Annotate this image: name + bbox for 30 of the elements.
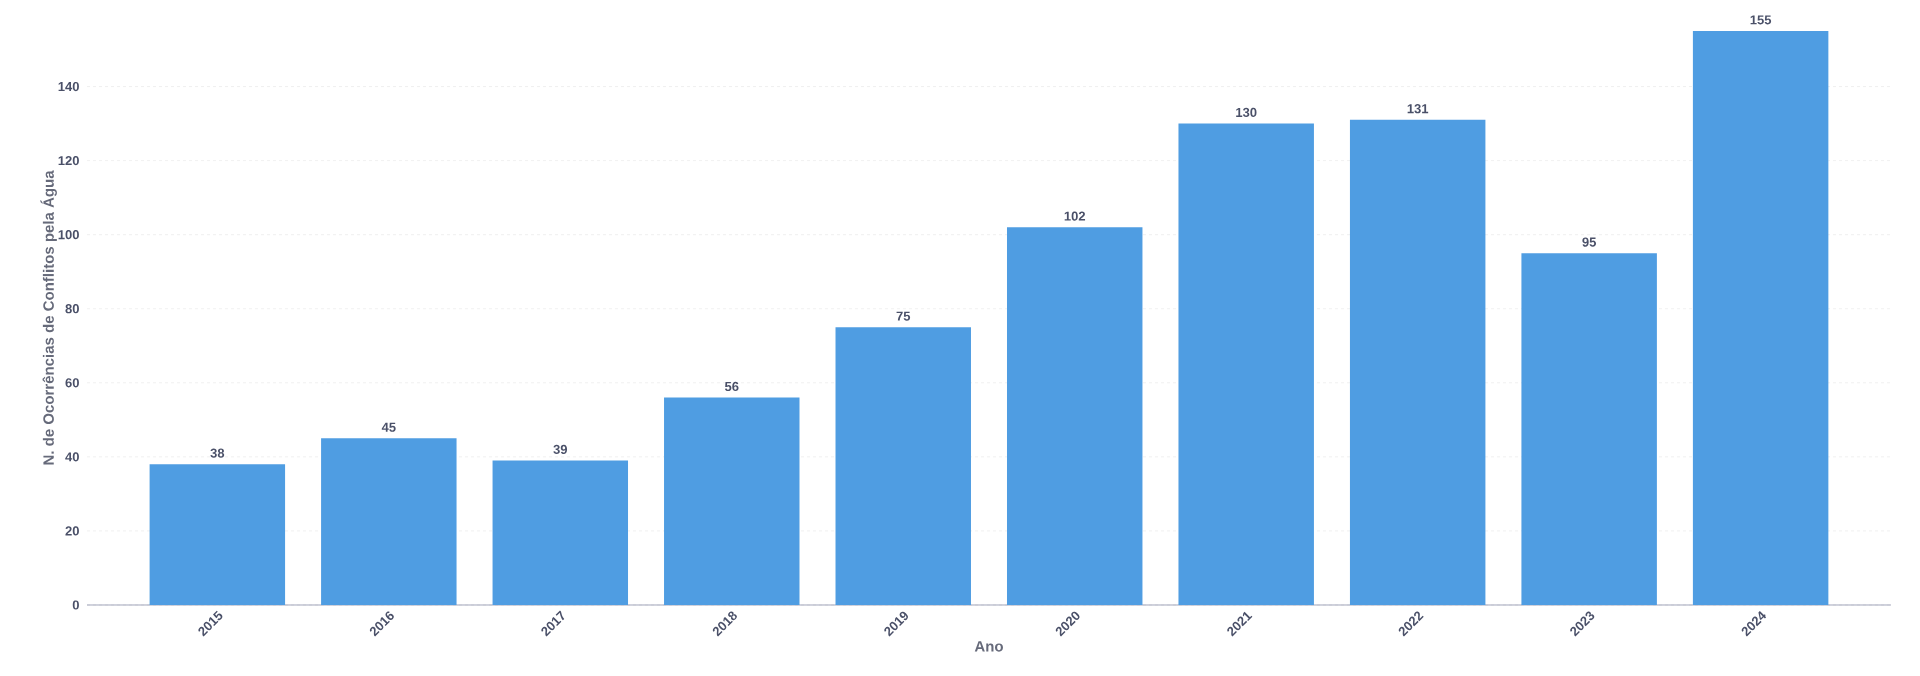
data-label: 39	[553, 444, 568, 455]
data-label: 75	[896, 311, 911, 321]
y-tick-label: 60	[65, 378, 79, 388]
y-tick-label: 0	[72, 600, 79, 610]
bar	[835, 327, 971, 605]
bar	[1521, 253, 1657, 605]
data-label: 56	[724, 381, 739, 392]
y-tick-label: 120	[58, 156, 79, 166]
data-label: 95	[1582, 237, 1597, 247]
bar	[1692, 30, 1829, 605]
y-tick-label: 40	[65, 452, 79, 462]
x-axis-title: Ano	[974, 641, 1003, 652]
y-tick-label: 80	[65, 304, 79, 314]
bar	[1349, 119, 1486, 605]
data-label: 130	[1236, 107, 1257, 118]
bar	[149, 464, 286, 605]
y-axis-title: N. de Ocorrências de Conflitos pela Água	[40, 170, 57, 465]
bar	[492, 460, 629, 605]
data-label: 131	[1407, 104, 1429, 114]
data-label: 45	[381, 422, 396, 432]
y-tick-label: 140	[58, 81, 79, 92]
data-label: 102	[1064, 211, 1086, 221]
bar	[664, 397, 800, 605]
y-tick-label: 100	[58, 230, 79, 240]
y-tick-label: 20	[65, 526, 79, 536]
bar	[321, 438, 457, 605]
bar	[1178, 123, 1314, 605]
data-label: 38	[210, 448, 225, 458]
bar	[1006, 227, 1143, 605]
data-label: 155	[1750, 15, 1772, 25]
